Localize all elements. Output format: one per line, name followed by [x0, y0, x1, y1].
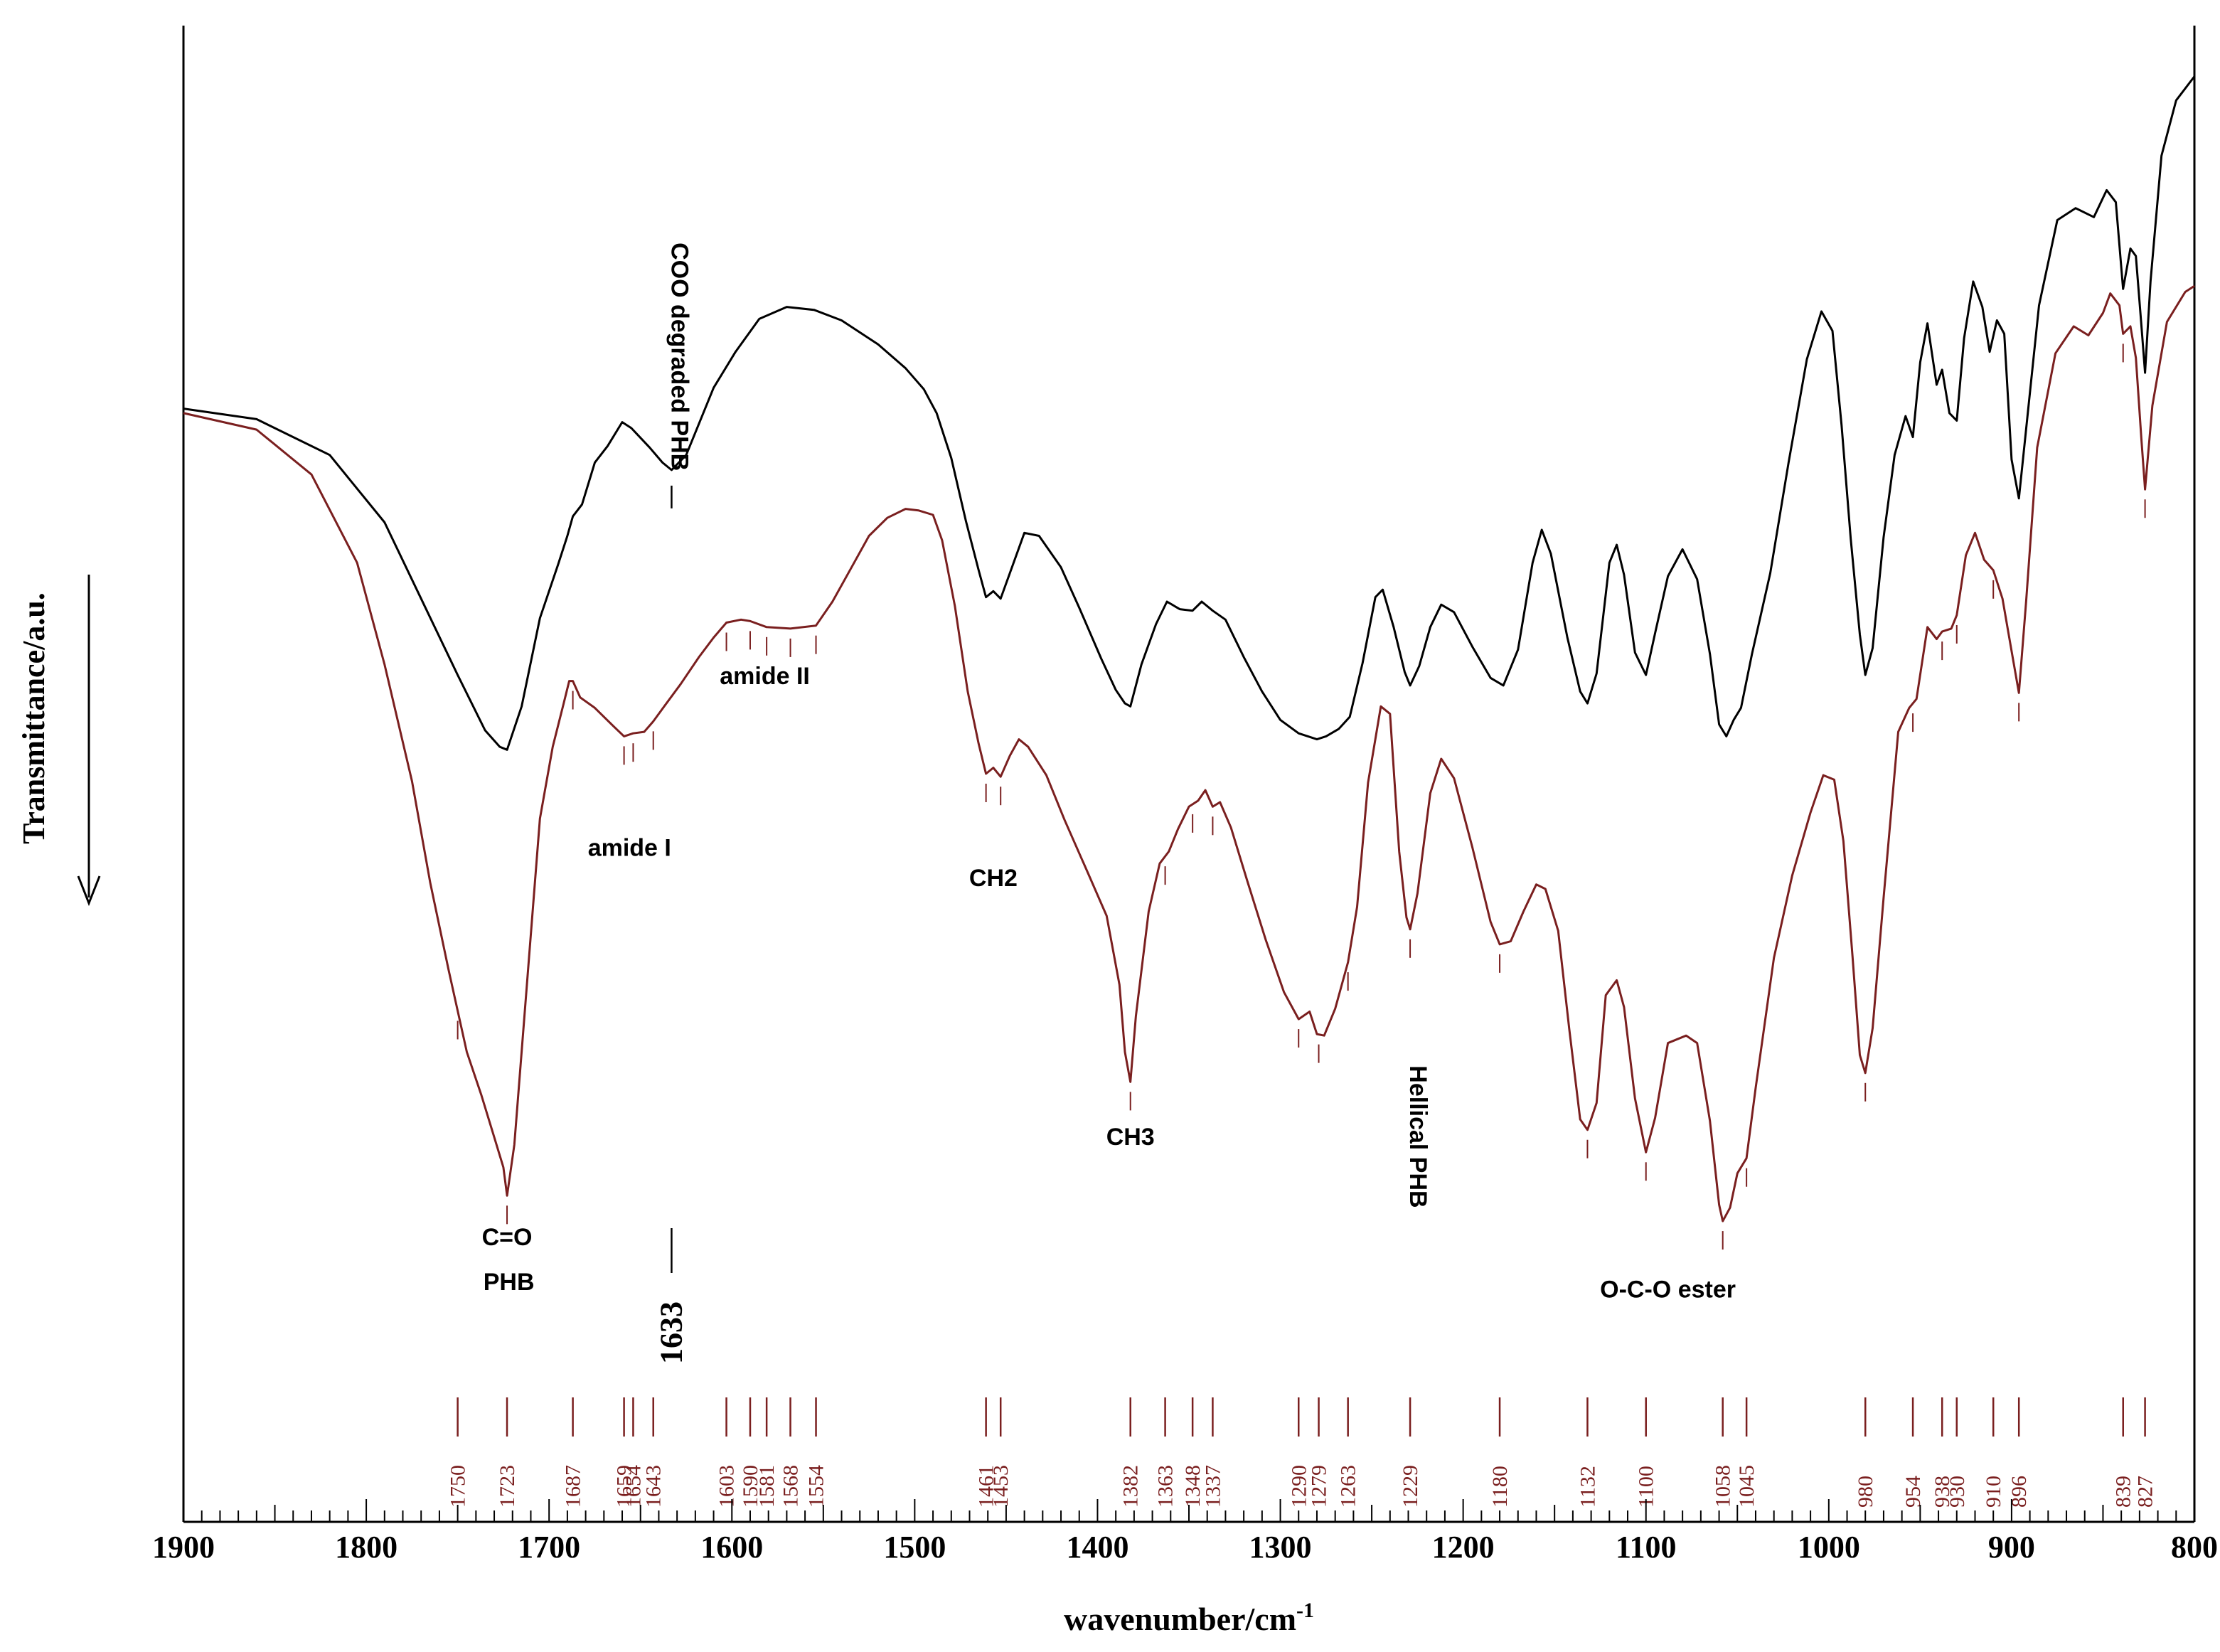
- peak-label-1654: 1654: [621, 1465, 645, 1508]
- x-tick-label: 1500: [883, 1530, 946, 1565]
- peak-label-1363: 1363: [1154, 1465, 1178, 1508]
- peak-label-1581: 1581: [755, 1465, 779, 1508]
- annotation-coo: COO degraded PHB: [666, 243, 693, 471]
- peak-label-910: 910: [1982, 1476, 2005, 1508]
- peak-marker-layer: [457, 343, 2146, 1250]
- annotation-amide2: amide II: [720, 663, 810, 690]
- peak-label-930: 930: [1946, 1476, 1969, 1508]
- peak-label-1382: 1382: [1119, 1465, 1143, 1508]
- peak-label-1659: 1659: [613, 1465, 636, 1508]
- peak-label-1603: 1603: [715, 1465, 739, 1508]
- annotation-co: C=O: [482, 1224, 533, 1251]
- annotation-ch3: CH3: [1106, 1124, 1155, 1151]
- upper-spectrum-line: [183, 75, 2196, 751]
- peak-label-1453: 1453: [989, 1465, 1013, 1508]
- peak-label-1348: 1348: [1181, 1465, 1205, 1508]
- y-axis-label: Transmittance/a.u.: [16, 592, 51, 844]
- peak-label-1263: 1263: [1337, 1465, 1360, 1508]
- x-tick-label: 1700: [518, 1530, 580, 1565]
- x-tick-label: 1100: [1616, 1530, 1677, 1565]
- peak-label-1132: 1132: [1576, 1466, 1599, 1508]
- x-tick-label: 900: [1988, 1530, 2035, 1565]
- x-tick-label: 800: [2171, 1530, 2218, 1565]
- x-axis-ticks: 1900 1800 1700 1600 1500 1400 1300 1200 1100 1000…: [152, 1499, 2218, 1565]
- x-tick-label: 1400: [1066, 1530, 1128, 1565]
- peak-label-1568: 1568: [779, 1465, 803, 1508]
- annotation-ch2: CH2: [969, 865, 1018, 892]
- x-tick-label: 1900: [152, 1530, 215, 1565]
- peak-label-954: 954: [1901, 1476, 1925, 1508]
- x-tick-label: 1800: [335, 1530, 397, 1565]
- peak-label-1337: 1337: [1201, 1465, 1224, 1508]
- x-tick-label: 1200: [1432, 1530, 1495, 1565]
- annotation-phb: PHB: [484, 1269, 535, 1296]
- annotation-helical: Hellical PHB: [1404, 1065, 1431, 1208]
- peak-label-1180: 1180: [1488, 1466, 1512, 1508]
- peak-label-1687: 1687: [562, 1465, 585, 1508]
- x-tick-label: 1600: [700, 1530, 763, 1565]
- peak-label-1750: 1750: [447, 1465, 470, 1508]
- series-layer: [183, 75, 2196, 1222]
- peak-label-938: 938: [1931, 1476, 1954, 1508]
- peak-label-1229: 1229: [1399, 1465, 1422, 1508]
- peak-label-1461: 1461: [975, 1465, 998, 1508]
- peak-label-1279: 1279: [1308, 1465, 1331, 1508]
- peak-label-1058: 1058: [1712, 1465, 1735, 1508]
- peak-label-1723: 1723: [496, 1465, 519, 1508]
- peak-label-1643: 1643: [642, 1465, 666, 1508]
- lower-spectrum-line: [183, 284, 2195, 1222]
- annotation-layer: COO degraded PHB C=O PHB amide I amide II CH2…: [482, 243, 1736, 1303]
- y-axis-arrow: [77, 575, 101, 907]
- x-axis-label: wavenumber/cm-1: [1064, 1599, 1314, 1637]
- peak-label-827: 827: [2134, 1476, 2157, 1508]
- x-tick-label: 1000: [1798, 1530, 1860, 1565]
- peak-label-839: 839: [2112, 1476, 2135, 1508]
- peak-label-1554: 1554: [805, 1465, 828, 1508]
- peak-label-1045: 1045: [1735, 1465, 1759, 1508]
- peak-label-980: 980: [1854, 1476, 1877, 1508]
- annotation-oco: O-C-O ester: [1600, 1276, 1736, 1303]
- plot-frame: [182, 26, 2196, 1523]
- peak-label-1290: 1290: [1287, 1465, 1311, 1508]
- annotation-amide1: amide I: [588, 835, 671, 862]
- peak-label-1590: 1590: [739, 1465, 762, 1508]
- x-tick-label: 1300: [1249, 1530, 1312, 1565]
- peak-label-1633: 1633: [653, 1301, 688, 1364]
